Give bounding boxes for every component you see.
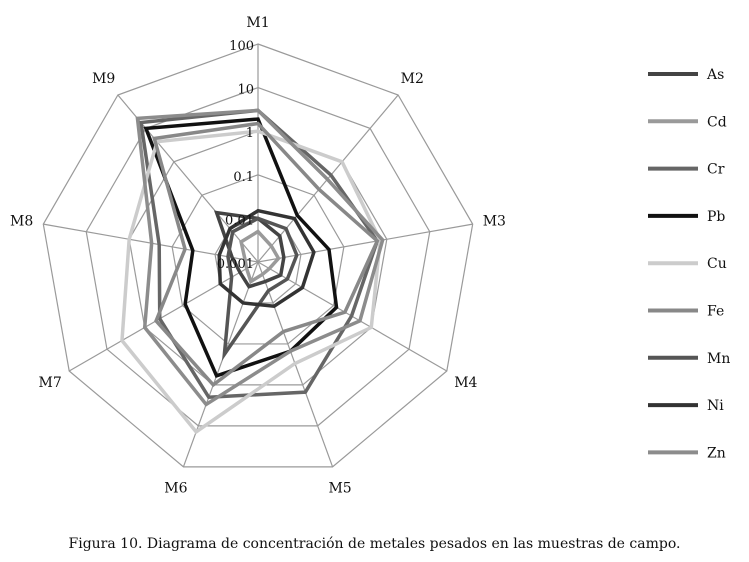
grid-ring	[42, 43, 474, 468]
axis-spoke	[68, 261, 259, 372]
series-Fe	[152, 121, 380, 388]
legend-label-Cd: Cd	[707, 114, 727, 130]
axis-label-M4: M4	[454, 375, 477, 391]
axis-label-M6: M6	[164, 481, 187, 497]
legend-label-Pb: Pb	[707, 209, 725, 225]
legend-label-Cu: Cu	[707, 256, 727, 272]
axis-label-M7: M7	[39, 375, 62, 391]
axis-label-M8: M8	[10, 213, 33, 229]
tick-label: 10	[237, 83, 254, 98]
legend-label-Cr: Cr	[707, 162, 725, 178]
axis-label-M2: M2	[401, 71, 424, 87]
grid-ring	[171, 174, 345, 345]
series-As	[214, 210, 286, 289]
legend-label-Ni: Ni	[707, 398, 724, 414]
axis-label-M5: M5	[328, 481, 351, 497]
series-Cu	[120, 129, 382, 435]
series-Mn	[222, 216, 299, 361]
legend-label-Mn: Mn	[707, 351, 730, 367]
legend-label-As: As	[706, 67, 724, 83]
series-Ni	[217, 208, 316, 309]
axis-label-M1: M1	[246, 15, 269, 31]
radar-chart: M1 M2 M3 M4 M5 M6 M7 M8 M9 0.001 0.01 0.1 1 10 100 As Cd…	[10, 15, 730, 497]
axis-label-M9: M9	[92, 71, 115, 87]
axis-label-M3: M3	[483, 213, 506, 229]
tick-label: 0.01	[225, 213, 254, 228]
tick-label: 0.001	[217, 257, 254, 272]
series-Cd	[239, 229, 281, 285]
legend-label-Zn: Zn	[707, 445, 726, 461]
legend-label-Fe: Fe	[707, 304, 724, 320]
axis-spoke	[257, 223, 473, 263]
series-Zn	[135, 108, 385, 407]
figure-caption: Figura 10. Diagrama de concentración de …	[68, 536, 681, 552]
grid-ring	[85, 86, 431, 427]
tick-label: 1	[246, 126, 254, 141]
tick-label: 100	[229, 39, 254, 54]
tick-label: 0.1	[233, 170, 254, 185]
